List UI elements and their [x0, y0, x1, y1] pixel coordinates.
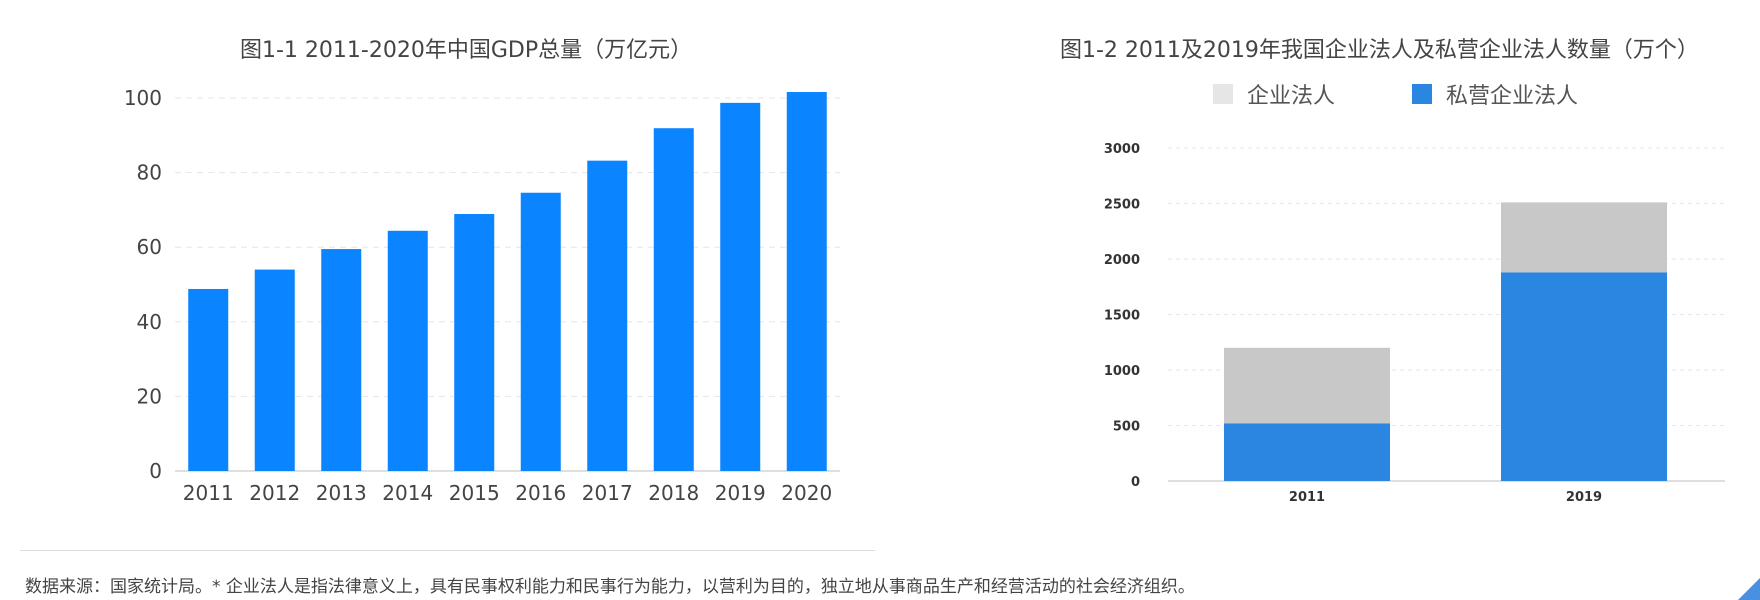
chart1-xtick-label: 2015	[449, 481, 500, 505]
legend-label-private: 私营企业法人	[1446, 84, 1579, 109]
legend-item-private: 私营企业法人	[1412, 78, 1578, 110]
chart2-xtick-label: 2011	[1289, 490, 1325, 505]
chart1-ytick-label: 20	[137, 384, 162, 408]
legend-label-enterprise: 企业法人	[1247, 84, 1336, 109]
chart1-bar	[786, 92, 827, 472]
chart2-title: 图1-2 2011及2019年我国企业法人及私营企业法人数量（万个）	[1060, 38, 1699, 63]
chart2-ytick-label: 1000	[1104, 364, 1140, 379]
chart1-xtick-label: 2020	[781, 481, 832, 505]
chart1-bar	[254, 269, 295, 471]
chart2-bar-segment	[1501, 272, 1667, 481]
chart1-title: 图1-1 2011-2020年中国GDP总量（万亿元）	[240, 38, 693, 63]
chart2-ytick-label: 2000	[1104, 253, 1140, 268]
chart2-bar-segment	[1224, 423, 1390, 481]
chart1-bar	[321, 249, 362, 471]
chart1-xtick-label: 2016	[515, 481, 566, 505]
chart2-ytick-label: 2500	[1104, 198, 1140, 213]
legend-item-enterprise: 企业法人	[1213, 78, 1335, 110]
chart2-xtick-label: 2019	[1566, 490, 1602, 505]
chart1-bar	[188, 288, 229, 471]
chart1-xtick-label: 2013	[316, 481, 367, 505]
chart1-ytick-label: 0	[149, 459, 162, 483]
chart1-bar	[587, 160, 628, 471]
chart2-bar-segment	[1224, 347, 1390, 424]
chart1-bar	[653, 128, 694, 471]
chart2-bar-segment	[1501, 202, 1667, 273]
chart1-xtick-label: 2014	[382, 481, 433, 505]
chart2-ytick-label: 1500	[1104, 309, 1140, 324]
chart1-xtick-label: 2011	[183, 481, 234, 505]
chart1-xtick-label: 2018	[648, 481, 699, 505]
footnote-divider	[20, 550, 875, 551]
chart1-ytick-label: 60	[137, 235, 162, 259]
chart1-bar	[454, 214, 495, 472]
chart1-ytick-label: 40	[137, 310, 162, 334]
legend-swatch-enterprise	[1213, 84, 1233, 104]
chart2-ytick-label: 500	[1113, 420, 1140, 435]
chart1-xtick-label: 2019	[715, 481, 766, 505]
chart1-bar	[387, 230, 428, 471]
chart1-xtick-label: 2017	[582, 481, 633, 505]
chart1-ytick-label: 100	[124, 86, 162, 110]
chart1-bar	[720, 102, 761, 471]
chart1-bar	[520, 192, 561, 471]
source-footnote: 数据来源：国家统计局。* 企业法人是指法律意义上，具有民事权利能力和民事行为能力…	[25, 577, 1195, 597]
chart1-xtick-label: 2012	[249, 481, 300, 505]
chart1-ytick-label: 80	[137, 161, 162, 185]
chart2-ytick-label: 0	[1131, 475, 1140, 490]
corner-decoration	[1738, 578, 1760, 600]
legend-swatch-private	[1412, 84, 1432, 104]
chart2-ytick-label: 3000	[1104, 142, 1140, 157]
